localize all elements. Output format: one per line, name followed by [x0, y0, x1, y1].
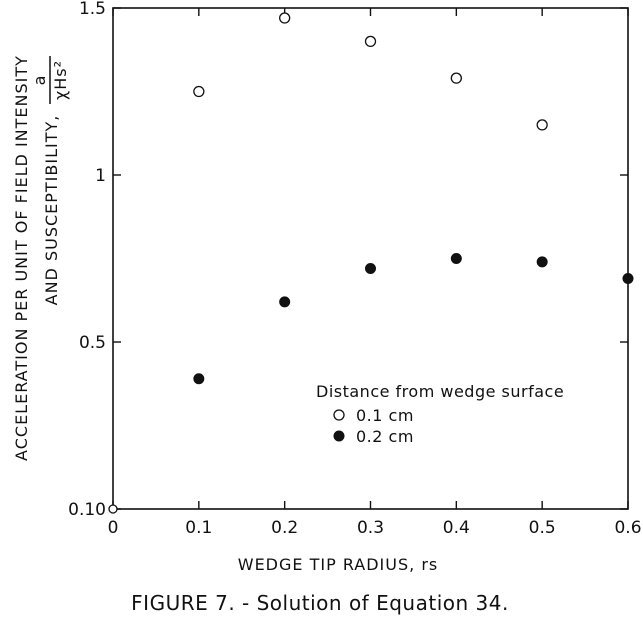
- y-axis-label-line1: ACCELERATION PER UNIT OF FIELD INTENSITY: [12, 55, 31, 461]
- y-axis-formula: a χHs²: [30, 56, 70, 104]
- legend-label-series-1: 0.1 cm: [356, 406, 414, 425]
- legend-title: Distance from wedge surface: [316, 382, 564, 401]
- data-point-0-1-cm: [193, 85, 205, 98]
- legend-marker-open-circle: [333, 409, 345, 421]
- legend-label-series-2: 0.2 cm: [356, 427, 414, 446]
- legend: Distance from wedge surface 0.1 cm 0.2 c…: [316, 382, 564, 446]
- data-point-0-1-cm: [450, 72, 462, 84]
- ticks-layer: 0 0.1 0.2 0.3 0.4 0.5 0.6 0.10 0.5 1 1.5: [68, 0, 641, 538]
- x-tick-label: 0.1: [185, 518, 212, 538]
- data-point-0-2-cm: [279, 296, 291, 308]
- data-point-0-2-cm: [622, 273, 634, 285]
- y-axis-formula-numerator: a: [30, 75, 49, 86]
- data-point-0-2-cm: [193, 373, 205, 385]
- y-tick-label: 1: [95, 166, 106, 186]
- y-axis-label-line2: AND SUSCEPTIBILITY,: [42, 115, 61, 306]
- x-tick-label: 0.5: [529, 518, 556, 538]
- data-point-0-2-cm: [365, 263, 376, 275]
- y-tick-label: 0.10: [68, 500, 106, 520]
- x-tick-label: 0: [108, 518, 119, 538]
- points-layer: [108, 12, 634, 514]
- data-point-0-1-cm: [364, 35, 377, 48]
- x-axis-label: WEDGE TIP RADIUS, rs: [238, 555, 438, 574]
- y-tick-label: 1.5: [79, 0, 106, 19]
- origin-point: [108, 504, 118, 514]
- x-tick-label: 0.3: [357, 518, 384, 538]
- x-tick-label: 0.6: [614, 518, 641, 538]
- x-tick-label: 0.4: [443, 518, 470, 538]
- data-point-0-2-cm: [450, 253, 462, 264]
- x-tick-label: 0.2: [271, 518, 298, 538]
- data-point-0-1-cm: [536, 119, 548, 131]
- data-point-0-2-cm: [536, 256, 548, 268]
- data-point-0-1-cm: [279, 12, 291, 24]
- figure-caption: FIGURE 7. - Solution of Equation 34.: [131, 591, 509, 615]
- y-axis-formula-denominator: χHs²: [51, 60, 70, 100]
- y-tick-label: 0.5: [79, 333, 106, 353]
- legend-marker-filled-circle: [333, 430, 345, 442]
